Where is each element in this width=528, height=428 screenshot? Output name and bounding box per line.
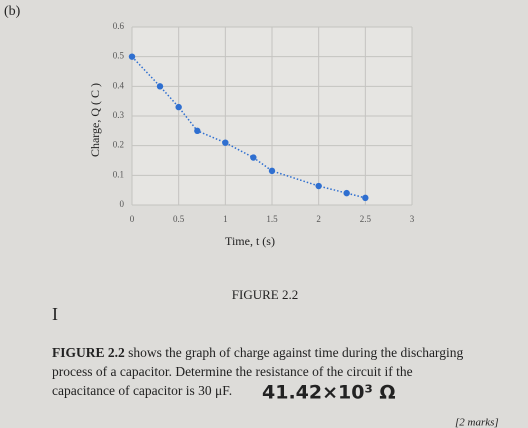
x-tick-label: 2 xyxy=(316,214,321,224)
part-label: (b) xyxy=(4,4,21,19)
y-tick-label: 0.4 xyxy=(113,80,125,90)
data-point xyxy=(156,83,164,90)
question-text: capacitance of capacitor is 30 μF. xyxy=(52,383,232,398)
x-tick-label: 3 xyxy=(410,214,415,224)
y-tick-label: 0 xyxy=(120,199,125,209)
question-line: FIGURE 2.2 shows the graph of charge aga… xyxy=(52,345,463,360)
data-point xyxy=(128,53,136,60)
data-point xyxy=(362,194,369,202)
y-tick-label: 0.1 xyxy=(113,169,124,179)
data-point xyxy=(222,139,229,146)
handwritten-answer: 41.42×10³ Ω xyxy=(262,382,396,404)
data-point xyxy=(250,154,257,161)
data-point xyxy=(175,103,182,111)
figure-caption: FIGURE 2.2 xyxy=(232,287,298,302)
cursor-icon: I xyxy=(52,304,58,324)
question-text: shows the graph of charge against time d… xyxy=(125,345,464,360)
x-tick-label: 0 xyxy=(130,214,135,224)
data-point xyxy=(194,127,201,135)
data-point xyxy=(343,189,350,197)
y-tick-label: 0.2 xyxy=(113,140,124,150)
x-tick-label: 0.5 xyxy=(173,214,185,224)
y-tick-label: 0.3 xyxy=(113,110,125,120)
x-tick-label: 2.5 xyxy=(360,214,372,224)
data-point xyxy=(315,182,322,190)
x-tick-label: 1.5 xyxy=(266,214,278,224)
question-lead: FIGURE 2.2 xyxy=(52,345,125,360)
y-tick-label: 0.5 xyxy=(113,51,125,61)
x-axis-label: Time, t (s) xyxy=(225,234,275,248)
x-tick-label: 1 xyxy=(223,214,228,224)
y-tick-label: 0.6 xyxy=(113,21,125,31)
data-point xyxy=(268,167,276,175)
y-axis-label: Charge, Q ( C ) xyxy=(88,83,102,157)
question-text: process of a capacitor. Determine the re… xyxy=(52,364,413,379)
marks: [2 marks] xyxy=(455,417,499,428)
